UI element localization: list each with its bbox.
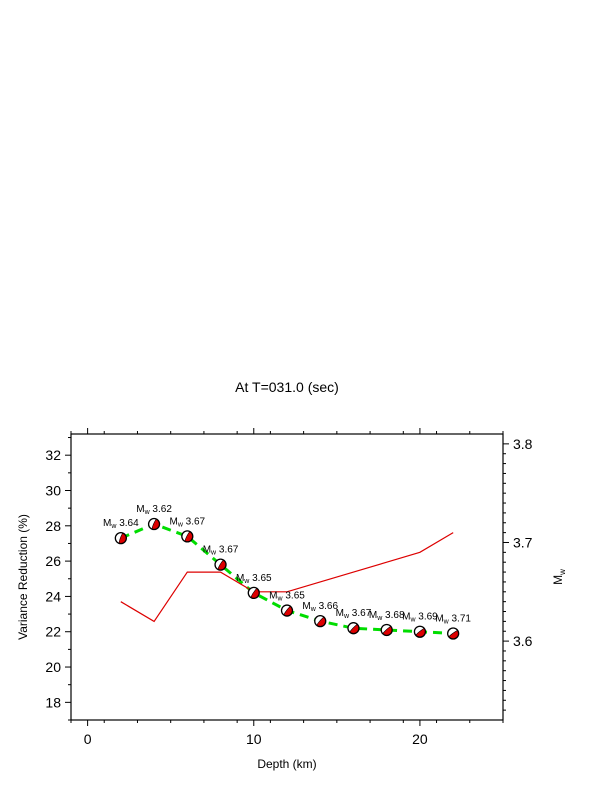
mw-annotation-prefix: M [236, 573, 244, 584]
x-axis-label: Depth (km) [257, 757, 316, 771]
y-tick-label: 22 [45, 624, 61, 640]
y-tick-label: 18 [45, 694, 61, 710]
mw-annotation-subscript: w [110, 523, 117, 530]
beachball-outline [181, 530, 194, 543]
mw-annotation-value: 3.64 [116, 518, 139, 529]
mw-annotation-prefix: M [103, 518, 111, 529]
mw-annotation-subscript: w [177, 521, 184, 528]
mw-annotation-subscript: w [443, 618, 450, 625]
mw-annotation-subscript: w [343, 613, 350, 620]
beachball-outline [447, 627, 460, 640]
y-tick-label: 20 [45, 659, 61, 675]
y2-axis-label: Mw [551, 569, 567, 585]
beachball-outline [114, 532, 127, 545]
mw-annotation: Mw 3.67 [169, 516, 205, 528]
mw-annotation: Mw 3.69 [402, 612, 438, 624]
mw-annotation-subscript: w [310, 606, 317, 613]
svg-text:Mw: Mw [551, 569, 567, 585]
mw-annotation-prefix: M [336, 608, 344, 619]
y-tick-label: 26 [45, 553, 61, 569]
y2-tick-label: 3.8 [513, 436, 533, 452]
beachball-marker [247, 586, 260, 600]
beachball-marker [347, 622, 360, 635]
beachball-outline [380, 623, 393, 637]
beachball-outline [413, 625, 427, 638]
y-tick-label: 28 [45, 518, 61, 534]
mw-annotation: Mw 3.65 [269, 591, 305, 603]
mw-annotation-subscript: w [277, 596, 284, 603]
mw-annotation-prefix: M [136, 504, 144, 515]
beachball-marker [147, 517, 161, 531]
mw-annotation: Mw 3.67 [203, 545, 239, 557]
x-tick-label: 0 [84, 731, 92, 747]
mw-annotation: Mw 3.65 [236, 573, 272, 585]
y-tick-label: 24 [45, 588, 61, 604]
mw-annotation: Mw 3.71 [435, 613, 471, 625]
beachball-outline [314, 614, 327, 628]
y-axis-right: 3.6 3.7 3.8 [503, 436, 533, 711]
mw-annotation-subscript: w [243, 578, 250, 585]
mw-annotation-prefix: M [435, 613, 443, 624]
beachball-outline [347, 622, 360, 635]
y-tick-label: 30 [45, 482, 61, 498]
y2-axis-label-sub: w [558, 569, 567, 576]
beachball-outline [280, 604, 294, 617]
beachball-marker [314, 614, 327, 628]
mw-annotation-prefix: M [302, 601, 310, 612]
beachball-marker [214, 558, 227, 571]
mw-annotation-value: 3.68 [382, 610, 405, 621]
y-axis-left: 18 20 22 24 26 28 30 32 [45, 437, 71, 721]
mw-annotation-value: 3.67 [183, 516, 206, 527]
mw-annotation-subscript: w [376, 615, 383, 622]
mw-annotation: Mw 3.67 [336, 608, 372, 620]
mw-annotation: Mw 3.62 [136, 504, 172, 516]
beachball-marker [181, 530, 194, 543]
mw-annotation-prefix: M [269, 591, 277, 602]
mw-annotation-value: 3.65 [249, 573, 272, 584]
beachball-marker [447, 627, 460, 640]
y-axis-label: Variance Reduction (%) [16, 514, 30, 640]
mw-annotation-value: 3.69 [416, 612, 439, 623]
chart-title: At T=031.0 (sec) [235, 379, 339, 395]
beachball-outline [147, 517, 161, 531]
mw-annotation-subscript: w [210, 550, 217, 557]
mw-annotation-value: 3.67 [349, 608, 372, 619]
mw-annotation-value: 3.62 [150, 504, 173, 515]
mw-annotation-subscript: w [409, 617, 416, 624]
mw-annotation-prefix: M [203, 545, 211, 556]
mw-annotation: Mw 3.66 [302, 601, 338, 613]
beachball-outline [247, 586, 260, 600]
mw-annotation: Mw 3.64 [103, 518, 139, 530]
mw-annotation-prefix: M [402, 612, 410, 623]
beachball-marker [114, 532, 127, 545]
beachball-marker [280, 604, 294, 617]
y2-tick-label: 3.6 [513, 633, 533, 649]
x-axis: 0 10 20 [70, 428, 504, 747]
x-tick-label: 10 [246, 731, 262, 747]
mw-line [120, 532, 454, 623]
beachball-marker [380, 623, 393, 637]
y2-axis-label-main: M [551, 575, 565, 585]
x-tick-label: 20 [412, 731, 428, 747]
mw-annotation-value: 3.65 [283, 591, 306, 602]
mw-annotation-value: 3.71 [449, 613, 472, 624]
mw-annotation: Mw 3.68 [369, 610, 405, 622]
mw-annotation-value: 3.67 [216, 545, 239, 556]
mw-annotation-value: 3.66 [316, 601, 339, 612]
beachball-outline [214, 558, 227, 571]
marker-layer [114, 517, 460, 640]
mw-annotation-prefix: M [369, 610, 377, 621]
plot-frame [70, 433, 504, 721]
y-tick-label: 32 [45, 447, 61, 463]
mw-annotation-subscript: w [144, 509, 151, 516]
mw-annotation-prefix: M [169, 516, 177, 527]
y2-tick-label: 3.7 [513, 534, 533, 550]
beachball-marker [413, 625, 427, 638]
